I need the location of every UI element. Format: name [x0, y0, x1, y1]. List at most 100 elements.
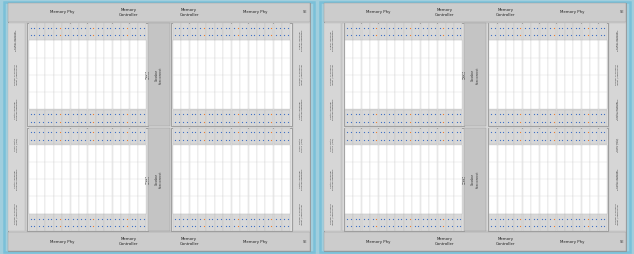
Text: Memory Phy: Memory Phy — [366, 240, 391, 244]
Bar — [113, 110, 121, 126]
Bar — [181, 110, 190, 126]
Bar — [231, 214, 240, 231]
Bar — [565, 40, 573, 109]
Text: Vector General
Purpose Registers: Vector General Purpose Registers — [15, 168, 18, 190]
Bar — [429, 214, 437, 231]
Bar — [514, 110, 522, 126]
Bar — [105, 110, 112, 126]
Bar — [412, 23, 420, 40]
Bar — [266, 110, 273, 126]
Bar — [129, 145, 138, 214]
Bar — [344, 23, 464, 126]
Text: Crossbar
Interconnect: Crossbar Interconnect — [471, 66, 479, 84]
Bar — [378, 128, 387, 144]
Bar — [129, 214, 138, 231]
Bar — [498, 128, 506, 144]
Bar — [37, 40, 45, 109]
Bar — [138, 214, 146, 231]
Bar — [582, 40, 590, 109]
Bar — [488, 128, 608, 231]
Bar — [105, 23, 112, 40]
Bar — [79, 145, 87, 214]
Bar — [87, 23, 96, 40]
Bar — [266, 214, 273, 231]
Bar — [257, 40, 265, 109]
Bar — [173, 145, 290, 214]
Bar — [54, 145, 62, 214]
Bar — [531, 214, 540, 231]
Bar — [437, 110, 446, 126]
Text: Memory Phy: Memory Phy — [560, 240, 584, 244]
Bar — [249, 214, 257, 231]
Text: SE: SE — [303, 10, 307, 14]
Bar — [582, 110, 590, 126]
Bar — [266, 40, 273, 109]
Bar — [121, 145, 129, 214]
Bar — [324, 23, 341, 231]
Bar — [105, 214, 112, 231]
Bar — [54, 40, 62, 109]
Bar — [173, 145, 181, 214]
Bar — [71, 145, 79, 214]
Bar — [29, 145, 37, 214]
Bar — [590, 214, 598, 231]
Bar — [79, 110, 87, 126]
Bar — [249, 128, 257, 144]
Bar — [198, 128, 206, 144]
Bar — [138, 145, 146, 214]
Bar — [548, 40, 556, 109]
Bar — [506, 214, 514, 231]
Text: Memory Phy: Memory Phy — [243, 240, 268, 244]
Bar — [129, 40, 138, 109]
Bar — [274, 110, 282, 126]
Bar — [362, 23, 370, 40]
Bar — [565, 214, 573, 231]
Bar — [320, 2, 630, 252]
Bar — [396, 110, 404, 126]
Bar — [489, 145, 607, 214]
Bar — [489, 110, 497, 126]
Bar — [540, 145, 548, 214]
Bar — [514, 214, 522, 231]
Bar — [215, 23, 223, 40]
Bar — [523, 23, 531, 40]
Bar — [455, 128, 462, 144]
Bar — [523, 110, 531, 126]
Bar — [404, 110, 412, 126]
Bar — [387, 145, 395, 214]
Text: Caching
and
Memory: Caching and Memory — [462, 70, 466, 80]
Bar — [37, 128, 45, 144]
Bar — [523, 40, 531, 109]
Text: Caching
and
Memory: Caching and Memory — [146, 70, 150, 80]
Bar — [548, 128, 556, 144]
Text: Vector General
Purpose Registers: Vector General Purpose Registers — [300, 168, 303, 190]
Text: Vector General
Purpose Registers: Vector General Purpose Registers — [331, 168, 334, 190]
Bar — [71, 23, 79, 40]
Bar — [207, 214, 214, 231]
Bar — [557, 110, 564, 126]
Bar — [489, 40, 607, 109]
Bar — [257, 145, 265, 214]
Bar — [412, 214, 420, 231]
Bar — [121, 110, 129, 126]
Text: Memory
Controller: Memory Controller — [179, 237, 199, 246]
Text: Memory
Controller: Memory Controller — [496, 237, 515, 246]
Bar — [79, 40, 87, 109]
Bar — [498, 23, 506, 40]
Text: Scalar General
Purpose Registers: Scalar General Purpose Registers — [331, 29, 333, 51]
Bar — [523, 214, 531, 231]
Bar — [582, 128, 590, 144]
Text: Memory Phy: Memory Phy — [560, 10, 584, 14]
Bar — [598, 128, 607, 144]
Bar — [223, 40, 231, 109]
Bar — [540, 23, 548, 40]
Text: Shader Processor
Input / Sequencer: Shader Processor Input / Sequencer — [15, 203, 18, 225]
Text: Shader Processor
Input / Sequencer: Shader Processor Input / Sequencer — [616, 64, 619, 85]
Bar — [113, 23, 121, 40]
Bar — [138, 128, 146, 144]
Bar — [345, 128, 353, 144]
Text: Crossbar
Interconnect: Crossbar Interconnect — [471, 170, 479, 188]
Bar — [429, 128, 437, 144]
Bar — [362, 145, 370, 214]
Bar — [190, 110, 198, 126]
